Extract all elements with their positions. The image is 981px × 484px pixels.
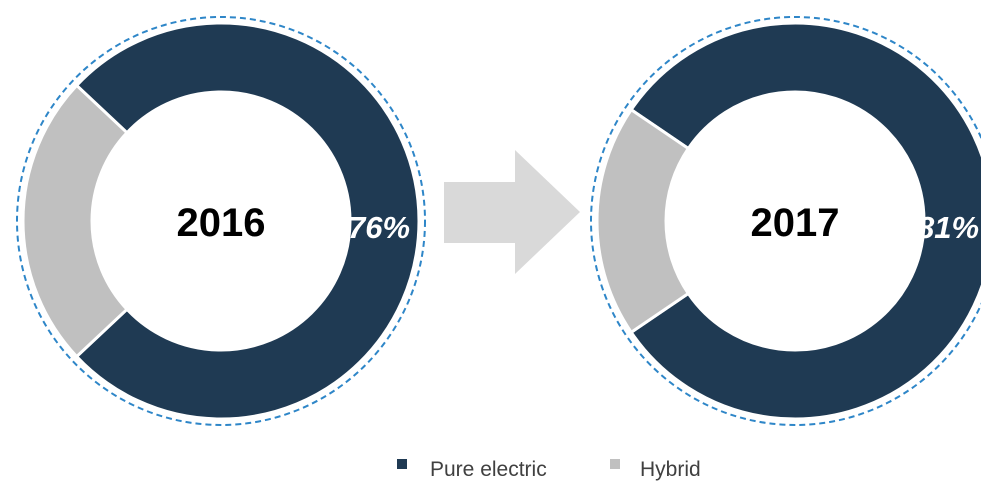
hybrid-slice-2017 xyxy=(595,107,691,335)
pure-electric-share-label-2016: 76% xyxy=(348,210,410,245)
pure-electric-slice-2017 xyxy=(629,21,981,421)
center-year-label-2017: 2017 xyxy=(751,201,840,245)
legend-label-hybrid: Hybrid xyxy=(640,458,701,481)
right-arrow-icon xyxy=(444,150,580,274)
donut-chart-2017: 2017 81% xyxy=(590,16,981,426)
legend-label-pure-electric: Pure electric xyxy=(430,458,547,481)
hybrid-slice-2016 xyxy=(21,83,130,359)
donut-chart-2016: 2016 76% xyxy=(16,16,426,426)
pure-electric-slice-2016 xyxy=(74,21,421,421)
pure-electric-share-label-2017: 81% xyxy=(917,210,979,245)
legend-swatch-pure-electric xyxy=(397,459,407,469)
dashed-highlight-ring-2016 xyxy=(16,16,426,426)
chart-legend: Pure electric Hybrid xyxy=(397,458,701,481)
center-year-label-2016: 2016 xyxy=(177,201,266,245)
dashed-highlight-ring-2017 xyxy=(590,16,981,426)
legend-swatch-hybrid xyxy=(610,459,620,469)
